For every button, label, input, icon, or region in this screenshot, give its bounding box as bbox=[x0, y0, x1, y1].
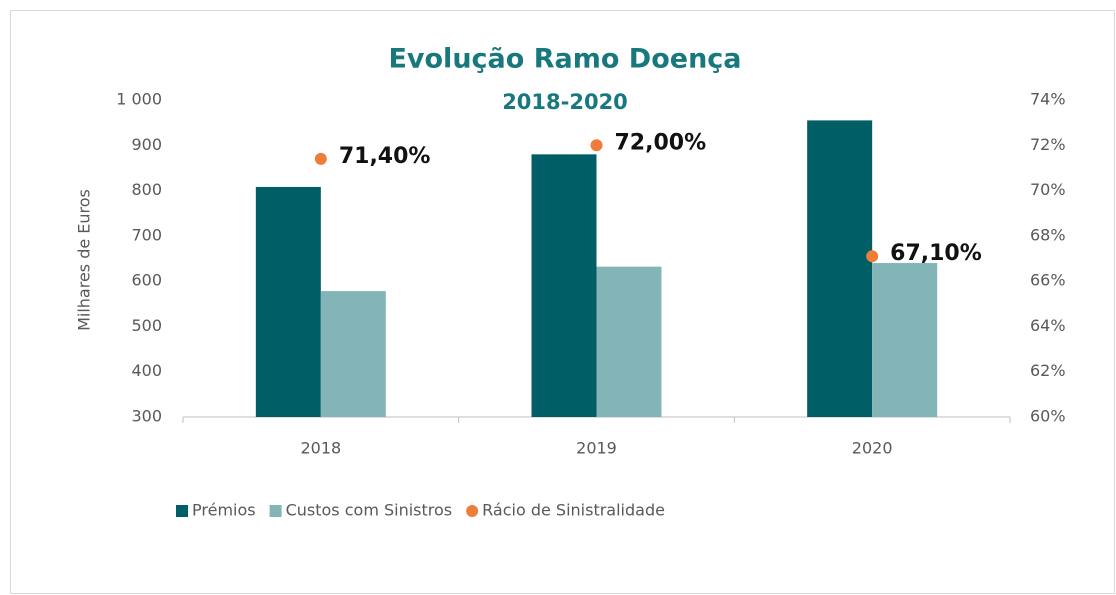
legend-marker bbox=[466, 505, 479, 517]
legend-label: Prémios bbox=[192, 501, 256, 520]
y-tick-label: 300 bbox=[131, 407, 162, 426]
y-tick-label: 800 bbox=[131, 180, 162, 199]
y2-tick-label: 74% bbox=[1030, 90, 1066, 109]
y2-tick-label: 70% bbox=[1030, 180, 1066, 199]
y-tick-label: 500 bbox=[131, 316, 162, 335]
chart-subtitle: 2018-2020 bbox=[502, 90, 628, 114]
data-label: 67,10% bbox=[890, 241, 982, 266]
chart-title: Evolução Ramo Doença bbox=[388, 44, 741, 75]
data-label: 71,40% bbox=[339, 144, 431, 169]
y2-tick-label: 68% bbox=[1030, 225, 1066, 244]
y2-tick-label: 64% bbox=[1030, 316, 1066, 335]
bar bbox=[531, 154, 597, 418]
bar bbox=[596, 266, 662, 417]
y-tick-label: 900 bbox=[131, 135, 162, 154]
y2-tick-label: 60% bbox=[1030, 407, 1066, 426]
y2-tick-label: 62% bbox=[1030, 361, 1066, 380]
ratio-point bbox=[314, 152, 327, 165]
y-tick-label: 600 bbox=[131, 271, 162, 290]
x-tick-label: 2019 bbox=[576, 439, 617, 458]
y-tick-label: 1 000 bbox=[116, 90, 162, 109]
y2-tick-label: 72% bbox=[1030, 135, 1066, 154]
legend-label: Rácio de Sinistralidade bbox=[482, 501, 665, 520]
bar bbox=[807, 120, 873, 417]
bar bbox=[255, 186, 321, 417]
legend-marker bbox=[176, 505, 188, 517]
x-tick-label: 2018 bbox=[300, 439, 341, 458]
data-label: 72,00% bbox=[615, 130, 707, 155]
y-tick-label: 700 bbox=[131, 225, 162, 244]
y-axis-label: Milhares de Euros bbox=[75, 189, 94, 331]
legend-marker bbox=[269, 505, 282, 517]
legend-label: Custos com Sinistros bbox=[286, 501, 453, 520]
bar bbox=[872, 263, 938, 417]
y-tick-label: 400 bbox=[131, 361, 162, 380]
x-tick-label: 2020 bbox=[852, 439, 893, 458]
ratio-point bbox=[866, 250, 879, 263]
bar bbox=[320, 291, 386, 417]
ratio-point bbox=[590, 139, 603, 152]
y2-tick-label: 66% bbox=[1030, 271, 1066, 290]
